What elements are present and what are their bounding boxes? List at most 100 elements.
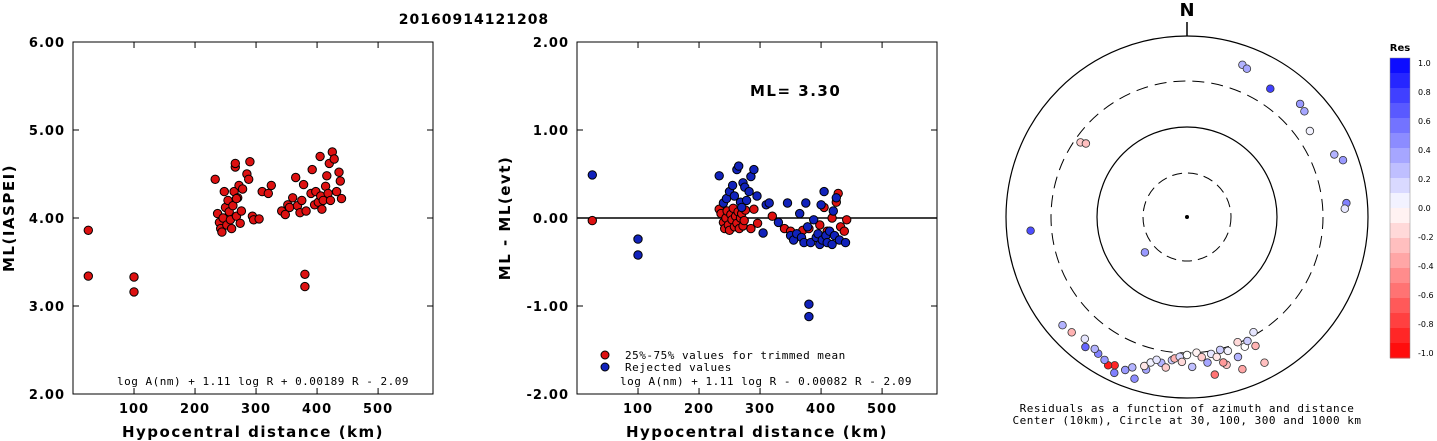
data-point: [291, 172, 301, 183]
data-point: [210, 174, 220, 185]
data-point: [819, 186, 829, 197]
colorbar-cell: [1390, 343, 1410, 359]
colorbar-tick-label: 1.0: [1418, 59, 1431, 68]
data-point: [219, 186, 230, 197]
y-tick-label: 2.00: [29, 388, 65, 403]
colorbar-tick-label: 0.2: [1418, 175, 1431, 184]
x-tick-label: 300: [745, 402, 775, 417]
data-point: [749, 164, 759, 175]
station-marker: [1210, 370, 1219, 379]
data-point: [840, 237, 851, 248]
data-point: [737, 202, 747, 213]
x-tick-label: 200: [684, 402, 714, 417]
x-tick-label: 500: [363, 402, 393, 417]
data-point: [773, 217, 784, 228]
data-point: [744, 186, 754, 197]
data-point: [795, 208, 805, 219]
data-point: [802, 222, 813, 232]
station-marker: [1128, 363, 1137, 372]
data-point: [734, 161, 744, 171]
data-point: [842, 215, 852, 225]
station-marker: [1238, 365, 1247, 374]
data-point: [729, 191, 740, 201]
legend-marker-rejected: [600, 362, 610, 372]
data-point: [727, 180, 738, 191]
polar-caption-line-1: Residuals as a function of azimuth and d…: [1020, 402, 1355, 415]
colorbar-tick-label: -0.6: [1418, 291, 1434, 300]
data-point: [129, 287, 139, 297]
residual-vs-distance-chart: 100 200 300 400 500 -2.00 -1.00 0.00 1.00 2.00 Hy…: [496, 36, 938, 441]
station-marker: [1192, 348, 1201, 357]
data-point: [237, 184, 248, 194]
data-point: [226, 223, 237, 234]
station-marker: [1081, 139, 1091, 148]
colorbar-cell: [1390, 103, 1410, 119]
data-point: [254, 214, 264, 224]
colorbar-cell: [1390, 163, 1410, 179]
station-marker: [1140, 361, 1149, 371]
colorbar-cell: [1390, 253, 1410, 269]
station-marker: [1305, 126, 1315, 136]
data-point: [322, 171, 332, 181]
station-marker: [1058, 321, 1067, 330]
y-tick-label: 4.00: [29, 212, 65, 227]
formula-text: log A(nm) + 1.11 log R + 0.00189 R - 2.0…: [117, 375, 409, 388]
data-point: [587, 170, 597, 180]
legend-label-trimmed: 25%-75% values for trimmed mean: [625, 349, 846, 362]
data-point: [804, 311, 814, 322]
data-point: [746, 223, 756, 234]
station-marker: [1243, 336, 1252, 346]
x-tick-label: 100: [119, 402, 149, 417]
station-marker: [1219, 358, 1228, 367]
colorbar-title: Res: [1390, 43, 1410, 54]
y-tick-label: 5.00: [29, 124, 65, 139]
colorbar-cell: [1390, 118, 1410, 134]
azimuth-distance-plot: N Residuals as a function of azimuth and…: [1005, 0, 1369, 427]
station-marker: [1067, 328, 1076, 337]
data-point: [288, 193, 298, 203]
y-tick-label: -1.00: [527, 300, 569, 315]
data-point: [315, 151, 325, 162]
station-marker: [1177, 357, 1187, 367]
data-point: [83, 225, 94, 236]
station-marker: [1026, 226, 1035, 235]
data-point: [839, 226, 849, 236]
legend-marker-trimmed: [600, 350, 610, 360]
data-point: [280, 209, 290, 220]
colorbar-cell: [1390, 133, 1410, 149]
data-point: [244, 174, 254, 185]
data-point: [300, 281, 310, 292]
station-marker: [1130, 374, 1139, 383]
station-marker: [1212, 352, 1221, 362]
station-marker: [1203, 358, 1212, 367]
x-axis-label: Hypocentral distance (km): [626, 423, 888, 441]
y-axis-label: ML - ML(evt): [496, 156, 514, 280]
colorbar-cell: [1390, 148, 1410, 164]
y-tick-label: 1.00: [533, 124, 569, 139]
ml-annotation: ML= 3.30: [750, 82, 841, 100]
station-marker: [1080, 334, 1089, 343]
station-marker: [1233, 338, 1242, 347]
station-marker: [1187, 362, 1197, 372]
residual-colorbar: Res 1.0 0.8 0.6 0.4 0.2 0.0 -0.2 -0.4 -0.6 -0.8 -1…: [1389, 43, 1434, 359]
data-point: [298, 179, 309, 190]
colorbar-cell: [1390, 73, 1410, 89]
data-point: [815, 220, 825, 230]
data-point: [217, 227, 227, 237]
station-marker: [1249, 328, 1258, 337]
station-marker: [1120, 365, 1130, 375]
colorbar-cell: [1390, 193, 1410, 209]
station-marker: [1295, 99, 1305, 109]
station-marker: [1090, 344, 1099, 354]
data-point: [782, 198, 793, 208]
x-tick-label: 200: [180, 402, 210, 417]
legend-label-rejected: Rejected values: [625, 361, 732, 374]
data-point: [266, 180, 276, 191]
station-marker: [1223, 346, 1233, 356]
station-marker: [1233, 352, 1243, 362]
formula-text: log A(nm) + 1.11 log R - 0.00082 R - 2.0…: [620, 375, 912, 388]
station-marker: [1260, 358, 1269, 367]
data-point: [714, 171, 724, 181]
station-marker: [1340, 204, 1349, 213]
center-dot: [1185, 215, 1189, 219]
